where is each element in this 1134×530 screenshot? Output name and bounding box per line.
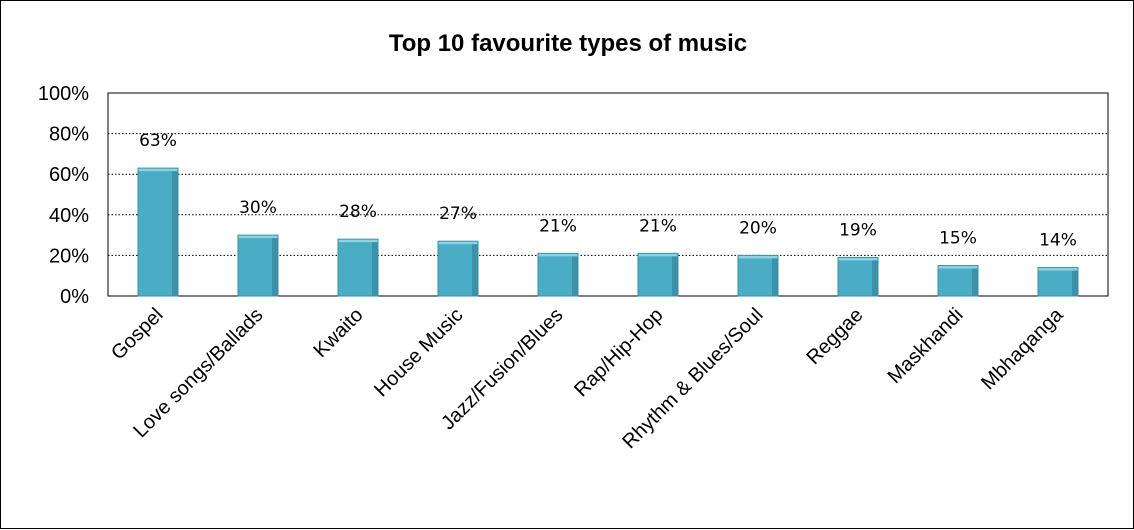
y-tick-label: 20% (49, 245, 89, 267)
bar (137, 167, 179, 297)
bar-outline (137, 167, 179, 297)
x-tick-label: House Music (370, 304, 467, 401)
bar (637, 252, 679, 297)
y-axis-ticks: 0% 20% 40% 60% 80% 100% (38, 83, 89, 308)
bar-top-highlight (538, 253, 578, 257)
bar-side-shade (472, 241, 478, 296)
bar-side-shade (372, 239, 378, 296)
bar-side-shade (272, 235, 278, 296)
x-tick-label: Mbhaqanga (977, 303, 1068, 394)
y-tick-label: 0% (60, 286, 89, 308)
bar (837, 256, 879, 297)
y-tick-label: 60% (49, 164, 89, 186)
bar-outline (237, 234, 279, 297)
bar-outline (837, 256, 879, 297)
bar-top-highlight (338, 239, 378, 243)
bar-side-shade (1072, 267, 1078, 296)
bar (537, 252, 579, 297)
bar-side-shade (772, 255, 778, 296)
x-tick-label: Kwaito (310, 304, 368, 362)
bar-outline (637, 252, 679, 297)
bar-body (938, 265, 978, 296)
data-label: 14% (1039, 231, 1077, 251)
x-tick-label: Gospel (107, 304, 167, 364)
bar-top-highlight (838, 257, 878, 261)
bar-body (1038, 267, 1078, 296)
data-label: 15% (939, 229, 977, 249)
data-label: 21% (639, 216, 677, 236)
bar-side-shade (972, 265, 978, 296)
bar-side-shade (672, 253, 678, 296)
bar-top-highlight (938, 265, 978, 269)
bar-top-highlight (1038, 267, 1078, 271)
bar-outline (437, 240, 479, 297)
bar-body (238, 235, 278, 296)
bar-top-highlight (638, 253, 678, 257)
bar-outline (537, 252, 579, 297)
data-label: 63% (139, 131, 177, 151)
y-tick-label: 40% (49, 205, 89, 227)
y-tick-label: 100% (38, 83, 89, 105)
bar (1037, 267, 1079, 297)
bar-side-shade (872, 257, 878, 296)
bar-top-highlight (238, 235, 278, 239)
data-label: 28% (339, 202, 377, 222)
bar-outline (937, 265, 979, 297)
bar-outline (1037, 267, 1079, 297)
y-tick-label: 80% (49, 124, 89, 146)
bar-side-shade (572, 253, 578, 296)
x-tick-label: Maskhandi (884, 304, 968, 388)
x-tick-label: Reggae (802, 304, 867, 369)
data-labels: 63% 30% 28% 27% 21% 21% 20% 19% 15% 14% (139, 131, 1077, 250)
bar-body (738, 255, 778, 296)
bar-body (338, 239, 378, 296)
bar-body (838, 257, 878, 296)
bar-body (638, 253, 678, 296)
plot-area (107, 92, 1109, 297)
bar-top-highlight (738, 255, 778, 259)
data-label: 27% (439, 204, 477, 224)
bar (337, 238, 379, 297)
chart-title: Top 10 favourite types of music (389, 30, 747, 57)
gridlines (108, 133, 1108, 256)
bar-outline (737, 254, 779, 297)
bar (937, 265, 979, 297)
bar-outline (337, 238, 379, 297)
bar (737, 254, 779, 297)
data-label: 19% (839, 220, 877, 240)
bar (237, 234, 279, 297)
data-label: 30% (239, 198, 277, 218)
data-label: 20% (739, 218, 777, 238)
bar (437, 240, 479, 297)
x-tick-label: Rap/Hip-Hop (570, 304, 667, 401)
bar-body (438, 241, 478, 296)
bar-body (138, 168, 178, 296)
bar-top-highlight (438, 241, 478, 245)
bar-top-highlight (138, 168, 178, 172)
bars (137, 167, 1079, 297)
bar-body (538, 253, 578, 296)
data-label: 21% (539, 216, 577, 236)
bar-side-shade (172, 168, 178, 296)
